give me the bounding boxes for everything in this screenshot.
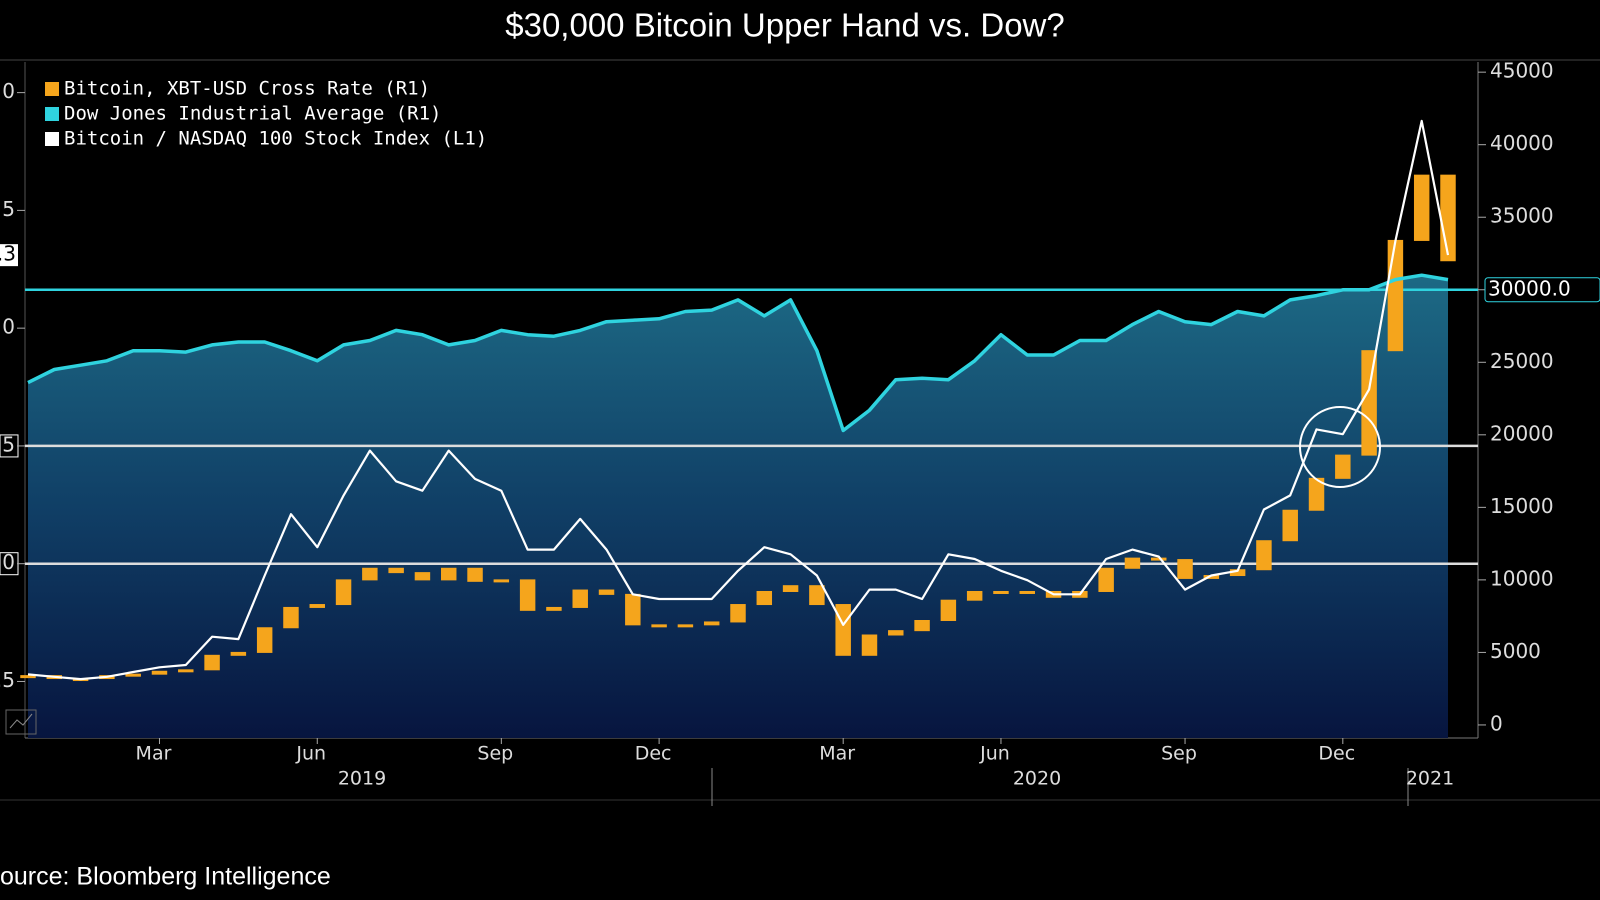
value-label: .3 bbox=[0, 242, 16, 266]
candle bbox=[151, 670, 168, 675]
dow-line bbox=[27, 273, 1449, 433]
candle bbox=[493, 579, 510, 583]
candle bbox=[1413, 174, 1430, 241]
y2-tick-label: 40000 bbox=[1490, 131, 1554, 155]
candle bbox=[1151, 557, 1167, 561]
x-tick-label: Jun bbox=[979, 743, 1010, 765]
candle bbox=[677, 624, 694, 628]
candle bbox=[467, 567, 483, 582]
y2-tick-label: 15000 bbox=[1490, 494, 1554, 518]
candle bbox=[1124, 557, 1141, 569]
chart-title: $30,000 Bitcoin Upper Hand vs. Dow? bbox=[505, 7, 1065, 44]
y2-tick-label: 45000 bbox=[1490, 59, 1554, 83]
candle bbox=[703, 621, 720, 626]
candle bbox=[809, 585, 825, 606]
legend-label: Dow Jones Industrial Average (R1) bbox=[64, 103, 442, 125]
candle bbox=[283, 606, 299, 629]
x-tick-label: Dec bbox=[635, 743, 672, 765]
candle bbox=[1440, 174, 1456, 262]
candle bbox=[1282, 509, 1298, 542]
y2-tick-label: 35000 bbox=[1490, 204, 1554, 228]
candle bbox=[940, 599, 957, 621]
y-tick-label: 5 bbox=[2, 197, 15, 221]
candle bbox=[519, 579, 536, 611]
candle bbox=[756, 590, 773, 606]
x-tick-label: Mar bbox=[819, 743, 855, 765]
year-label: 2020 bbox=[1013, 768, 1061, 790]
source-note: ource: Bloomberg Intelligence bbox=[0, 863, 331, 891]
candle bbox=[914, 619, 930, 632]
candle bbox=[598, 589, 615, 595]
candle bbox=[966, 590, 983, 601]
candle bbox=[888, 630, 904, 636]
legend-label: Bitcoin, XBT-USD Cross Rate (R1) bbox=[64, 78, 430, 100]
value-box bbox=[0, 244, 18, 267]
year-label: 2021 bbox=[1406, 768, 1454, 790]
candle bbox=[362, 567, 378, 581]
candle bbox=[309, 604, 325, 608]
y2-tick-label: 20000 bbox=[1490, 421, 1554, 445]
legend-swatch bbox=[45, 107, 59, 121]
y-tick-label: .5 bbox=[0, 432, 15, 456]
y2-tick-label: 10000 bbox=[1490, 566, 1554, 590]
dow-area bbox=[28, 275, 1448, 738]
chart-icon-line bbox=[9, 713, 33, 729]
candle bbox=[1387, 239, 1404, 352]
y-tick-label: 0 bbox=[2, 550, 15, 574]
candle bbox=[835, 604, 851, 656]
candle bbox=[651, 624, 667, 628]
candle bbox=[204, 654, 220, 671]
candle bbox=[546, 606, 562, 611]
x-tick-label: Jun bbox=[295, 743, 326, 765]
plot-area bbox=[20, 119, 1478, 738]
y2-tick-label: 25000 bbox=[1490, 349, 1554, 373]
y-tick-label: 0 bbox=[2, 79, 15, 103]
ratio-line bbox=[27, 119, 1450, 681]
candle bbox=[1177, 559, 1193, 579]
candle bbox=[414, 572, 431, 581]
candle bbox=[572, 589, 588, 608]
x-tick-label: Mar bbox=[136, 743, 172, 765]
candle bbox=[256, 627, 273, 653]
candle bbox=[388, 567, 404, 574]
value-label: 30000.0 bbox=[1488, 276, 1571, 300]
candle bbox=[782, 585, 799, 592]
legend-swatch bbox=[45, 132, 59, 146]
year-label: 2019 bbox=[338, 768, 386, 790]
candle bbox=[1335, 454, 1351, 479]
candle bbox=[993, 590, 1009, 594]
candle bbox=[1256, 540, 1272, 571]
candle bbox=[730, 604, 746, 623]
candle bbox=[1098, 567, 1114, 592]
y2-tick-label: 5000 bbox=[1490, 639, 1541, 663]
candle bbox=[861, 634, 878, 656]
value-box bbox=[1484, 277, 1600, 303]
highlight-circle bbox=[1299, 406, 1381, 488]
candle bbox=[625, 593, 641, 626]
chart-icon bbox=[5, 709, 37, 735]
y2-tick-label: 0 bbox=[1490, 711, 1503, 735]
y-tick-label: 0 bbox=[2, 315, 15, 339]
candle bbox=[230, 651, 247, 656]
legend-box bbox=[32, 70, 490, 162]
candle bbox=[20, 675, 36, 679]
x-tick-label: Sep bbox=[477, 743, 513, 765]
candle bbox=[441, 567, 457, 581]
legend: Bitcoin, XBT-USD Cross Rate (R1) Dow Jone… bbox=[45, 78, 487, 150]
legend-swatch bbox=[45, 82, 59, 96]
candle bbox=[125, 673, 141, 677]
x-tick-label: Dec bbox=[1318, 743, 1355, 765]
candle bbox=[178, 669, 194, 673]
y-tick-label: .5 bbox=[0, 668, 15, 692]
candle bbox=[1019, 590, 1035, 594]
x-tick-label: Sep bbox=[1161, 743, 1197, 765]
legend-label: Bitcoin / NASDAQ 100 Stock Index (L1) bbox=[64, 128, 487, 150]
candle bbox=[335, 579, 352, 606]
